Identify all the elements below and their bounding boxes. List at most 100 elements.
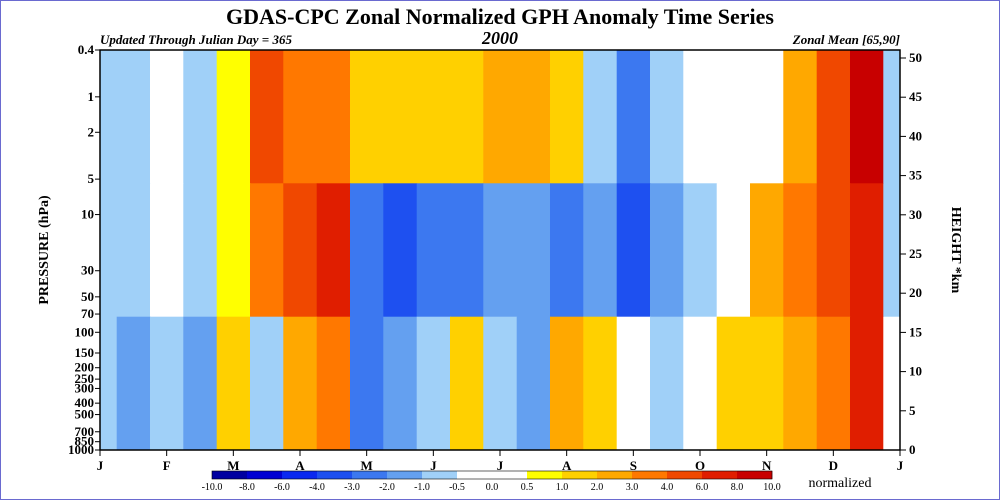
field-cell bbox=[216, 50, 251, 184]
field-cell bbox=[716, 316, 751, 450]
field-cell bbox=[150, 316, 184, 450]
field-cell bbox=[183, 50, 218, 184]
x-tick-label: F bbox=[163, 458, 171, 473]
field-cell bbox=[716, 183, 751, 318]
y-left-tick-label: 10 bbox=[81, 207, 94, 222]
colorbar-swatch bbox=[527, 471, 563, 479]
field-cell bbox=[750, 316, 784, 450]
colorbar-swatch bbox=[702, 471, 738, 479]
field-cell bbox=[383, 316, 418, 450]
colorbar-swatch bbox=[212, 471, 248, 479]
x-tick-label: A bbox=[295, 458, 305, 473]
field-cell bbox=[416, 50, 451, 184]
x-tick-label: J bbox=[897, 458, 904, 473]
y-right-tick-label: 15 bbox=[909, 324, 923, 339]
y-left-tick-label: 1 bbox=[88, 89, 95, 104]
field-cell bbox=[483, 50, 518, 184]
field-cell bbox=[583, 50, 618, 184]
field-cell bbox=[383, 50, 418, 184]
field-cell bbox=[850, 316, 884, 450]
field-cell bbox=[583, 316, 618, 450]
colorbar-swatch bbox=[282, 471, 318, 479]
field-cell bbox=[250, 50, 284, 184]
colorbar-tick-label: 1.0 bbox=[556, 482, 569, 493]
field-cell bbox=[816, 316, 851, 450]
field-cell bbox=[383, 183, 418, 318]
colorbar-tick-label: -1.0 bbox=[414, 482, 430, 493]
colorbar-swatch bbox=[422, 471, 458, 479]
field-cell bbox=[116, 316, 151, 450]
colorbar-tick-label: -8.0 bbox=[239, 482, 255, 493]
field-cell bbox=[183, 316, 218, 450]
colorbar-swatch bbox=[352, 471, 388, 479]
y-left-tick-label: 100 bbox=[75, 324, 95, 339]
field-cell bbox=[750, 50, 784, 184]
field-cell bbox=[316, 50, 351, 184]
colorbar-tick-label: 4.0 bbox=[661, 482, 674, 493]
x-tick-label: N bbox=[762, 458, 772, 473]
field-cell bbox=[583, 183, 618, 318]
colorbar-tick-label: 3.0 bbox=[626, 482, 639, 493]
field-cell bbox=[650, 316, 684, 450]
colorbar-unit: normalized bbox=[809, 476, 872, 491]
y-left-tick-label: 200 bbox=[75, 360, 95, 375]
colorbar-tick-label: 0.5 bbox=[521, 482, 534, 493]
colorbar-swatch bbox=[247, 471, 283, 479]
field-cell bbox=[350, 183, 384, 318]
y-left-tick-label: 30 bbox=[81, 263, 94, 278]
field-cell bbox=[350, 50, 384, 184]
field-cell bbox=[883, 50, 900, 184]
field-cell bbox=[450, 316, 484, 450]
y-right-tick-label: 45 bbox=[909, 89, 923, 104]
field-cell bbox=[816, 50, 851, 184]
x-tick-label: M bbox=[361, 458, 373, 473]
y-right-tick-label: 20 bbox=[909, 285, 922, 300]
field-cell bbox=[100, 183, 118, 318]
field-cell bbox=[883, 183, 900, 318]
colorbar-swatch bbox=[492, 471, 528, 479]
y-left-tick-label: 0.4 bbox=[78, 42, 95, 57]
field-cell bbox=[716, 50, 751, 184]
field-cell bbox=[183, 183, 218, 318]
colorbar-tick-label: 0.0 bbox=[486, 482, 499, 493]
x-tick-label: S bbox=[630, 458, 637, 473]
field-cell bbox=[450, 50, 484, 184]
x-tick-label: J bbox=[97, 458, 104, 473]
field-cell bbox=[150, 50, 184, 184]
field-cell bbox=[783, 183, 818, 318]
field-cell bbox=[650, 183, 684, 318]
field-cell bbox=[250, 183, 284, 318]
field-cell bbox=[850, 50, 884, 184]
y-left-tick-label: 50 bbox=[81, 289, 94, 304]
field-cell bbox=[316, 316, 351, 450]
colorbar-swatch bbox=[317, 471, 353, 479]
y-left-tick-label: 250 bbox=[75, 371, 95, 386]
field-cell bbox=[483, 316, 518, 450]
y-left-tick-label: 150 bbox=[75, 345, 95, 360]
y-left-tick-label: 850 bbox=[75, 434, 95, 449]
field-cell bbox=[516, 50, 551, 184]
field-cell bbox=[283, 316, 318, 450]
field-cell bbox=[850, 183, 884, 318]
y-right-tick-label: 10 bbox=[909, 364, 922, 379]
field-cell bbox=[450, 183, 484, 318]
field-cell bbox=[550, 183, 584, 318]
field-cell bbox=[550, 50, 584, 184]
colorbar-swatch bbox=[632, 471, 668, 479]
field-cell bbox=[616, 183, 651, 318]
y-axis-left-label: PRESSURE (hPa) bbox=[37, 195, 52, 305]
colorbar-tick-label: 8.0 bbox=[731, 482, 744, 493]
field-cell bbox=[616, 50, 651, 184]
field-cell bbox=[883, 316, 900, 450]
y-left-tick-label: 5 bbox=[88, 171, 95, 186]
field-cell bbox=[683, 183, 718, 318]
field-cell bbox=[650, 50, 684, 184]
x-tick-label: J bbox=[497, 458, 504, 473]
y-left-tick-label: 300 bbox=[75, 380, 95, 395]
y-right-tick-label: 0 bbox=[909, 442, 916, 457]
y-left-tick-label: 500 bbox=[75, 407, 95, 422]
x-tick-label: M bbox=[227, 458, 239, 473]
colorbar-tick-label: -2.0 bbox=[379, 482, 395, 493]
